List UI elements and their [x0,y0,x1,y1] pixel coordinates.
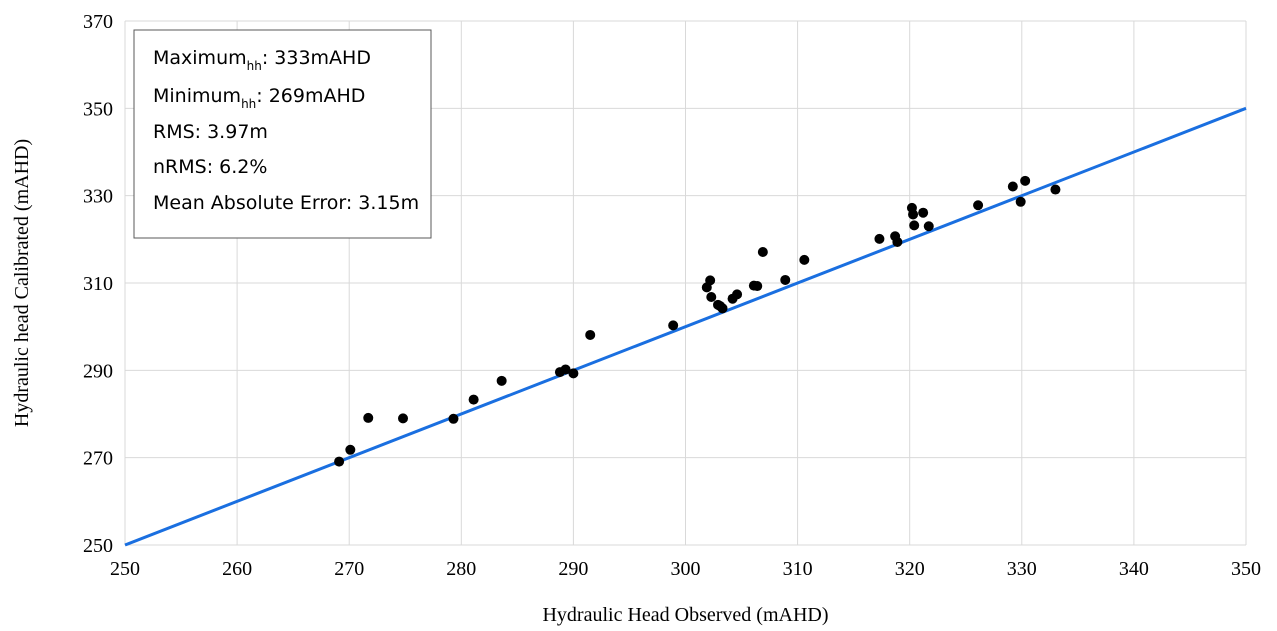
data-point [918,207,929,218]
data-point [909,220,920,231]
data-point [1020,175,1031,186]
data-point [496,375,507,386]
stats-box: Maximumhh: 333mAHD Minimumhh: 269mAHD RM… [133,29,432,239]
y-axis-ticks: 250 270 290 310 330 350 370 [83,11,113,557]
data-point [334,456,345,467]
data-point [568,368,579,379]
stats-nrms: nRMS: 6.2% [153,156,267,178]
stats-rms: RMS: 3.97m [153,121,268,143]
x-axis-title: Hydraulic Head Observed (mAHD) [542,604,828,626]
data-points [334,175,1061,467]
data-point [1015,196,1026,207]
data-point [752,281,763,292]
x-tick-label: 300 [671,558,701,580]
stats-minimum-sub: hh [241,97,256,111]
data-point [468,394,479,405]
reference-line-layer [124,106,1247,547]
y-axis-title: Hydraulic head Calibrated (mAHD) [11,139,33,427]
x-tick-label: 350 [1231,558,1261,580]
data-point [560,364,571,375]
data-point [892,236,903,247]
data-point [757,246,768,257]
data-point [973,200,984,211]
data-point [923,221,934,232]
y-tick-label: 350 [83,98,113,120]
stats-maximum-label: Maximum [153,47,247,69]
stats-minimum-label: Minimum [153,85,241,107]
data-point [363,412,374,423]
data-point [1050,184,1061,195]
x-tick-label: 330 [1007,558,1037,580]
stats-box-frame [133,29,432,239]
y-tick-label: 250 [83,535,113,557]
y-tick-label: 310 [83,273,113,295]
x-tick-label: 320 [895,558,925,580]
x-axis-ticks: 250 260 270 280 290 300 310 320 330 340 350 [110,558,1261,580]
y-tick-label: 270 [83,448,113,470]
x-tick-label: 310 [783,558,813,580]
stats-minimum-value: : 269mAHD [256,85,365,107]
data-point [732,289,743,300]
stats-maximum-sub: hh [247,59,262,73]
data-point [585,329,596,340]
y-tick-label: 290 [83,360,113,382]
stats-minimum: Minimumhh: 269mAHD [153,85,365,111]
data-point [874,233,885,244]
x-tick-label: 290 [558,558,588,580]
x-tick-label: 270 [334,558,364,580]
stats-mae: Mean Absolute Error: 3.15m [153,192,419,214]
x-tick-label: 250 [110,558,140,580]
stats-maximum: Maximumhh: 333mAHD [153,47,371,73]
data-point [448,413,459,424]
y-tick-label: 330 [83,186,113,208]
data-point [717,303,728,314]
data-point [908,209,919,220]
one-to-one-line [124,106,1247,547]
stats-maximum-value: : 333mAHD [262,47,371,69]
data-point [780,274,791,285]
x-tick-label: 340 [1119,558,1149,580]
x-tick-label: 280 [446,558,476,580]
data-point [705,275,716,286]
data-point [799,254,810,265]
y-tick-label: 370 [83,11,113,33]
data-point [668,320,679,331]
data-point [706,291,717,302]
x-tick-label: 260 [222,558,252,580]
data-point [1007,181,1018,192]
data-point [345,444,356,455]
data-point [398,413,409,424]
